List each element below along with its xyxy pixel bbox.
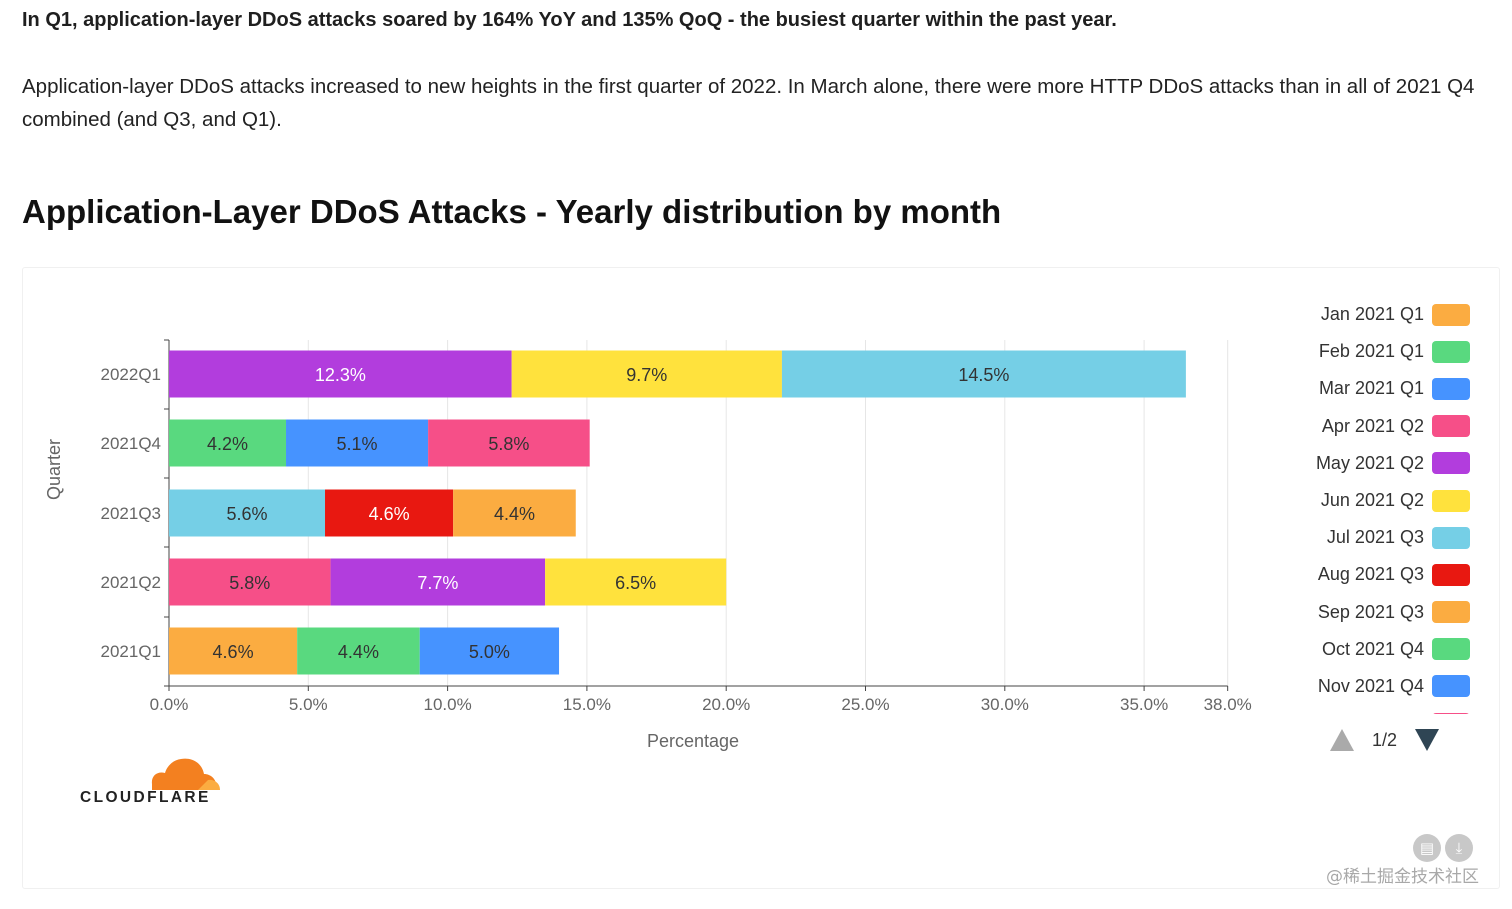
legend-label: Mar 2021 Q1 [1318,378,1424,399]
legend-label: Jan 2021 Q1 [1320,304,1424,325]
legend-swatch [1432,601,1470,624]
bar-data-label: 5.1% [337,434,378,454]
legend-swatch [1432,489,1470,512]
legend-item[interactable]: Jun 2021 Q2 [1250,482,1470,519]
y-axis-title: Quarter [44,438,64,500]
legend-swatch [1432,340,1470,363]
y-tick-label: 2021Q1 [101,642,162,661]
x-tick-label: 5.0% [289,695,328,714]
legend-item[interactable]: Sep 2021 Q3 [1250,594,1470,631]
legend-label: Apr 2021 Q2 [1321,415,1424,436]
download-icon[interactable]: ⤓ [1445,834,1473,862]
legend-item[interactable]: Mar 2021 Q1 [1250,370,1470,407]
legend-prev-page-icon[interactable] [1330,729,1354,751]
x-tick-label: 38.0% [1204,695,1252,714]
bar-data-label: 5.6% [226,504,267,524]
legend-swatch [1432,563,1470,586]
x-tick-label: 0.0% [150,695,189,714]
bar-segment [781,350,1186,398]
legend-swatch [1432,675,1470,698]
bar-segment [511,350,782,398]
bar-data-label: 5.0% [469,642,510,662]
x-tick-label: 20.0% [702,695,750,714]
legend-label: Oct 2021 Q4 [1321,638,1424,659]
legend-item[interactable]: Apr 2021 Q2 [1250,408,1470,445]
chart-legend: Jan 2021 Q1 Feb 2021 Q1 Mar 2021 Q1 Apr 202… [1250,296,1470,714]
x-tick-label: 10.0% [423,695,471,714]
x-axis-title: Percentage [647,731,740,751]
bar-data-label: 7.7% [417,573,458,593]
legend-page-indicator: 1/2 [1372,729,1398,750]
x-tick-label: 15.0% [563,695,611,714]
legend-swatch [1432,415,1470,438]
bar-segment [169,489,326,537]
legend-item[interactable]: May 2021 Q2 [1250,445,1470,482]
legend-label: Jun 2021 Q2 [1320,490,1424,511]
legend-item[interactable]: Jan 2021 Q1 [1250,296,1470,333]
bar-segment [330,558,546,606]
cloudflare-logo: CLOUDFLARE [80,757,220,806]
legend-swatch [1432,638,1470,661]
bar-data-label: 5.8% [229,573,270,593]
x-tick-label: 35.0% [1120,695,1168,714]
cloudflare-cloud-icon [151,758,220,790]
bar-segment [169,419,287,467]
legend-swatch [1432,526,1470,549]
bar-segment [169,558,331,606]
legend-item[interactable]: Oct 2021 Q4 [1250,631,1470,668]
cloudflare-wordmark: CLOUDFLARE [80,789,211,806]
legend-label: Sep 2021 Q3 [1317,601,1424,622]
bar-segment [169,627,298,675]
bar-data-label: 12.3% [315,365,366,385]
legend-label: Jul 2021 Q3 [1326,527,1424,548]
bar-data-label: 4.2% [207,434,248,454]
legend-swatch [1432,377,1470,400]
bar-data-label: 5.8% [488,434,529,454]
legend-item[interactable]: Feb 2021 Q1 [1250,333,1470,370]
bar-data-label: 4.4% [494,504,535,524]
chart-panel [22,267,1500,889]
bar-segment [286,419,429,467]
legend-item[interactable] [1250,705,1470,714]
bar-segment [297,627,420,675]
legend-swatch [1432,712,1470,714]
bar-data-label: 4.4% [338,642,379,662]
bar-data-label: 4.6% [369,504,410,524]
intro-paragraph: Application-layer DDoS attacks increased… [22,75,1475,131]
legend-swatch [1432,452,1470,475]
chart-heading: Application-Layer DDoS Attacks - Yearly … [22,193,1002,230]
legend-swatch [1432,303,1470,326]
legend-item[interactable]: Nov 2021 Q4 [1250,668,1470,705]
y-tick-label: 2022Q1 [101,365,162,384]
x-tick-label: 25.0% [841,695,889,714]
watermark: @稀土掘金技术社区 [1326,867,1479,887]
bar-data-label: 14.5% [958,365,1009,385]
legend-next-page-icon[interactable] [1415,729,1440,751]
lead-sentence: In Q1, application-layer DDoS attacks so… [22,9,1117,31]
legend-label: Nov 2021 Q4 [1317,675,1424,696]
bar-data-label: 6.5% [615,573,656,593]
bar-data-label: 9.7% [626,365,667,385]
chart-toolbox: ▤ ⤓ [1413,834,1477,862]
legend-pager: 1/2 [1330,726,1440,754]
legend-label: Aug 2021 Q3 [1317,564,1424,585]
y-tick-label: 2021Q2 [101,573,162,592]
bar-segment [169,350,512,398]
data-view-icon[interactable]: ▤ [1413,834,1441,862]
bar-segment [419,627,560,675]
legend-label: May 2021 Q2 [1315,452,1424,473]
bar-segment [428,419,590,467]
legend-item[interactable]: Aug 2021 Q3 [1250,556,1470,593]
y-tick-label: 2021Q3 [101,504,162,523]
legend-item[interactable]: Jul 2021 Q3 [1250,519,1470,556]
x-tick-label: 30.0% [981,695,1029,714]
bar-segment [325,489,454,537]
bar-segment [545,558,727,606]
bar-segment [453,489,576,537]
bar-data-label: 4.6% [213,642,254,662]
legend-label: Feb 2021 Q1 [1318,341,1424,362]
y-tick-label: 2021Q4 [101,434,162,453]
